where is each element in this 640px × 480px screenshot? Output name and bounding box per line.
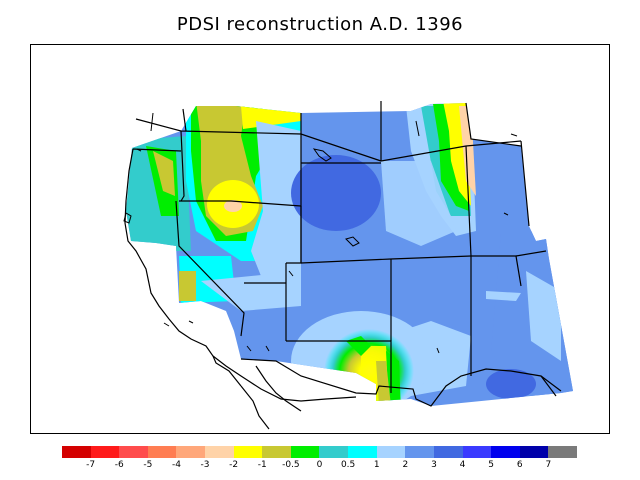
colorbar-tick-label: 3 bbox=[431, 460, 437, 470]
colorbar-swatch bbox=[462, 446, 492, 458]
map-frame bbox=[30, 44, 610, 434]
colorbar-tick-label: -1 bbox=[257, 460, 267, 470]
colorbar-swatch bbox=[147, 446, 177, 458]
colorbar-swatch bbox=[491, 446, 520, 458]
colorbar-swatch bbox=[176, 446, 206, 458]
colorbar-swatch bbox=[62, 446, 91, 458]
colorbar-swatch bbox=[319, 446, 349, 458]
colorbar-tick-label: -3 bbox=[200, 460, 210, 470]
colorbar-tick-label: 1 bbox=[373, 460, 380, 470]
colorbar-tick-label: -4 bbox=[171, 460, 181, 470]
colorbar-swatch bbox=[233, 446, 263, 458]
colorbar-swatch bbox=[119, 446, 148, 458]
boundary-lines bbox=[124, 101, 562, 430]
colorbar-swatch bbox=[433, 446, 463, 458]
pdsi-map bbox=[123, 101, 573, 430]
colorbar-tick-label: 7 bbox=[545, 460, 552, 470]
map-title: PDSI reconstruction A.D. 1396 bbox=[176, 14, 464, 35]
colorbar-tick-label: 0.5 bbox=[340, 460, 356, 470]
lake-outlines bbox=[123, 112, 518, 354]
colorbar-tick-label: 5 bbox=[488, 460, 495, 470]
colorbar-swatch bbox=[262, 446, 291, 458]
colorbar-tick-label: 2 bbox=[402, 460, 409, 470]
colorbar-tick-label: -0.5 bbox=[282, 460, 300, 470]
colorbar-tick-label: -6 bbox=[114, 460, 124, 470]
colorbar-labels: -7 -6 -5 -4 -3 -2 -1 -0.5 0 0.5 1 2 3 4 5 6 7 bbox=[62, 460, 577, 474]
colorbar-tick-label: 6 bbox=[516, 460, 523, 470]
colorbar-tick-label: 0 bbox=[316, 460, 323, 470]
colorbar-swatch bbox=[519, 446, 549, 458]
colorbar-tick-label: -5 bbox=[143, 460, 153, 470]
colorbar-swatch bbox=[405, 446, 434, 458]
colorbar-tick-label: 4 bbox=[459, 460, 466, 470]
colorbar bbox=[62, 446, 577, 458]
colorbar-swatch bbox=[548, 446, 577, 458]
colorbar-swatch bbox=[90, 446, 120, 458]
colorbar-swatch bbox=[205, 446, 234, 458]
colorbar-tick-label: -7 bbox=[86, 460, 96, 470]
colorbar-swatch bbox=[348, 446, 377, 458]
colorbar-tick-label: -2 bbox=[229, 460, 239, 470]
colorbar-swatch bbox=[376, 446, 406, 458]
pdsi-field bbox=[126, 103, 573, 406]
colorbar-swatch bbox=[290, 446, 320, 458]
